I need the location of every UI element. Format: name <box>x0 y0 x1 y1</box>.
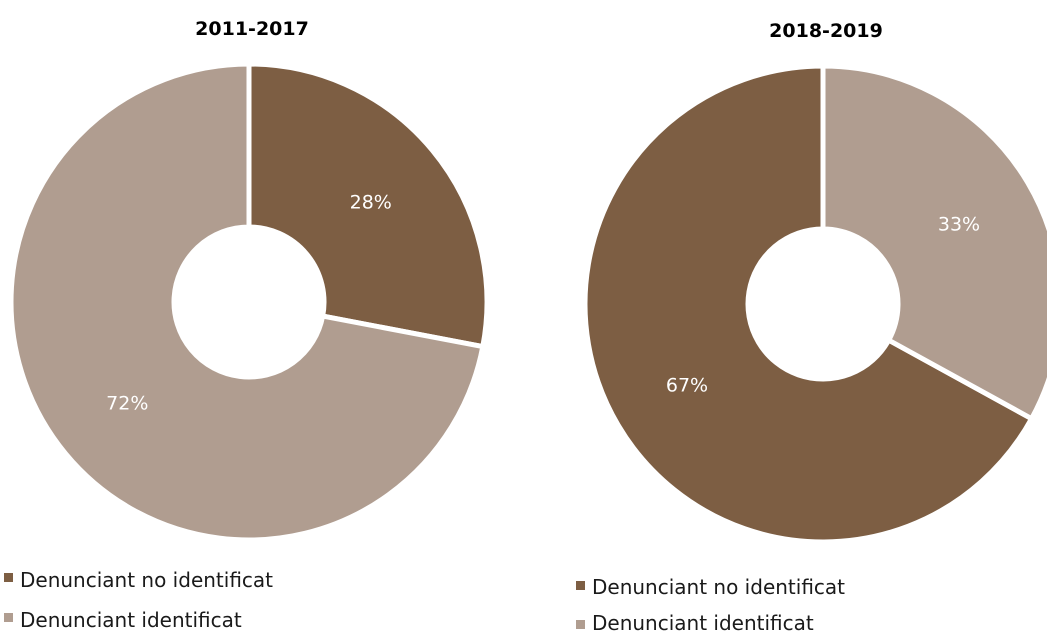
legend-swatch <box>576 581 585 590</box>
legend-label: Denunciant no identificat <box>20 568 273 592</box>
slice-value-label: 72% <box>106 393 148 415</box>
legend-item-identificat: Denunciant identificat <box>4 608 242 632</box>
legend-label: Denunciant no identificat <box>592 575 845 599</box>
legend-swatch <box>576 620 585 629</box>
donut-slice-identificat <box>8 61 486 543</box>
slice-value-label: 67% <box>666 374 708 396</box>
donut-slices <box>582 63 1047 545</box>
slice-labels: 28% 72% <box>106 191 392 414</box>
chart-2018-2019: 2018-2019 67% 33% Denunciant no identific… <box>576 20 1047 633</box>
slice-value-label: 33% <box>938 214 980 236</box>
legend: Denunciant no identificat Denunciant ide… <box>576 575 845 633</box>
legend-swatch <box>4 613 13 622</box>
legend-item-no-identificat: Denunciant no identificat <box>4 568 273 592</box>
donut-slice-no-identificat <box>582 63 1035 545</box>
chart-title: 2018-2019 <box>769 20 883 42</box>
slice-value-label: 28% <box>350 191 392 213</box>
donut-slice-identificat <box>820 63 1047 423</box>
slice-labels: 67% 33% <box>666 214 980 397</box>
legend-label: Denunciant identificat <box>592 611 814 633</box>
donut-slice-no-identificat <box>246 61 490 350</box>
legend-item-no-identificat: Denunciant no identificat <box>576 575 845 599</box>
chart-title: 2011-2017 <box>195 18 309 40</box>
legend-item-identificat: Denunciant identificat <box>576 611 814 633</box>
legend-swatch <box>4 573 13 582</box>
donut-slices <box>8 61 490 543</box>
legend-label: Denunciant identificat <box>20 608 242 632</box>
legend: Denunciant no identificat Denunciant ide… <box>4 568 273 632</box>
chart-2011-2017: 2011-2017 28% 72% Denunciant no identific… <box>4 18 490 632</box>
